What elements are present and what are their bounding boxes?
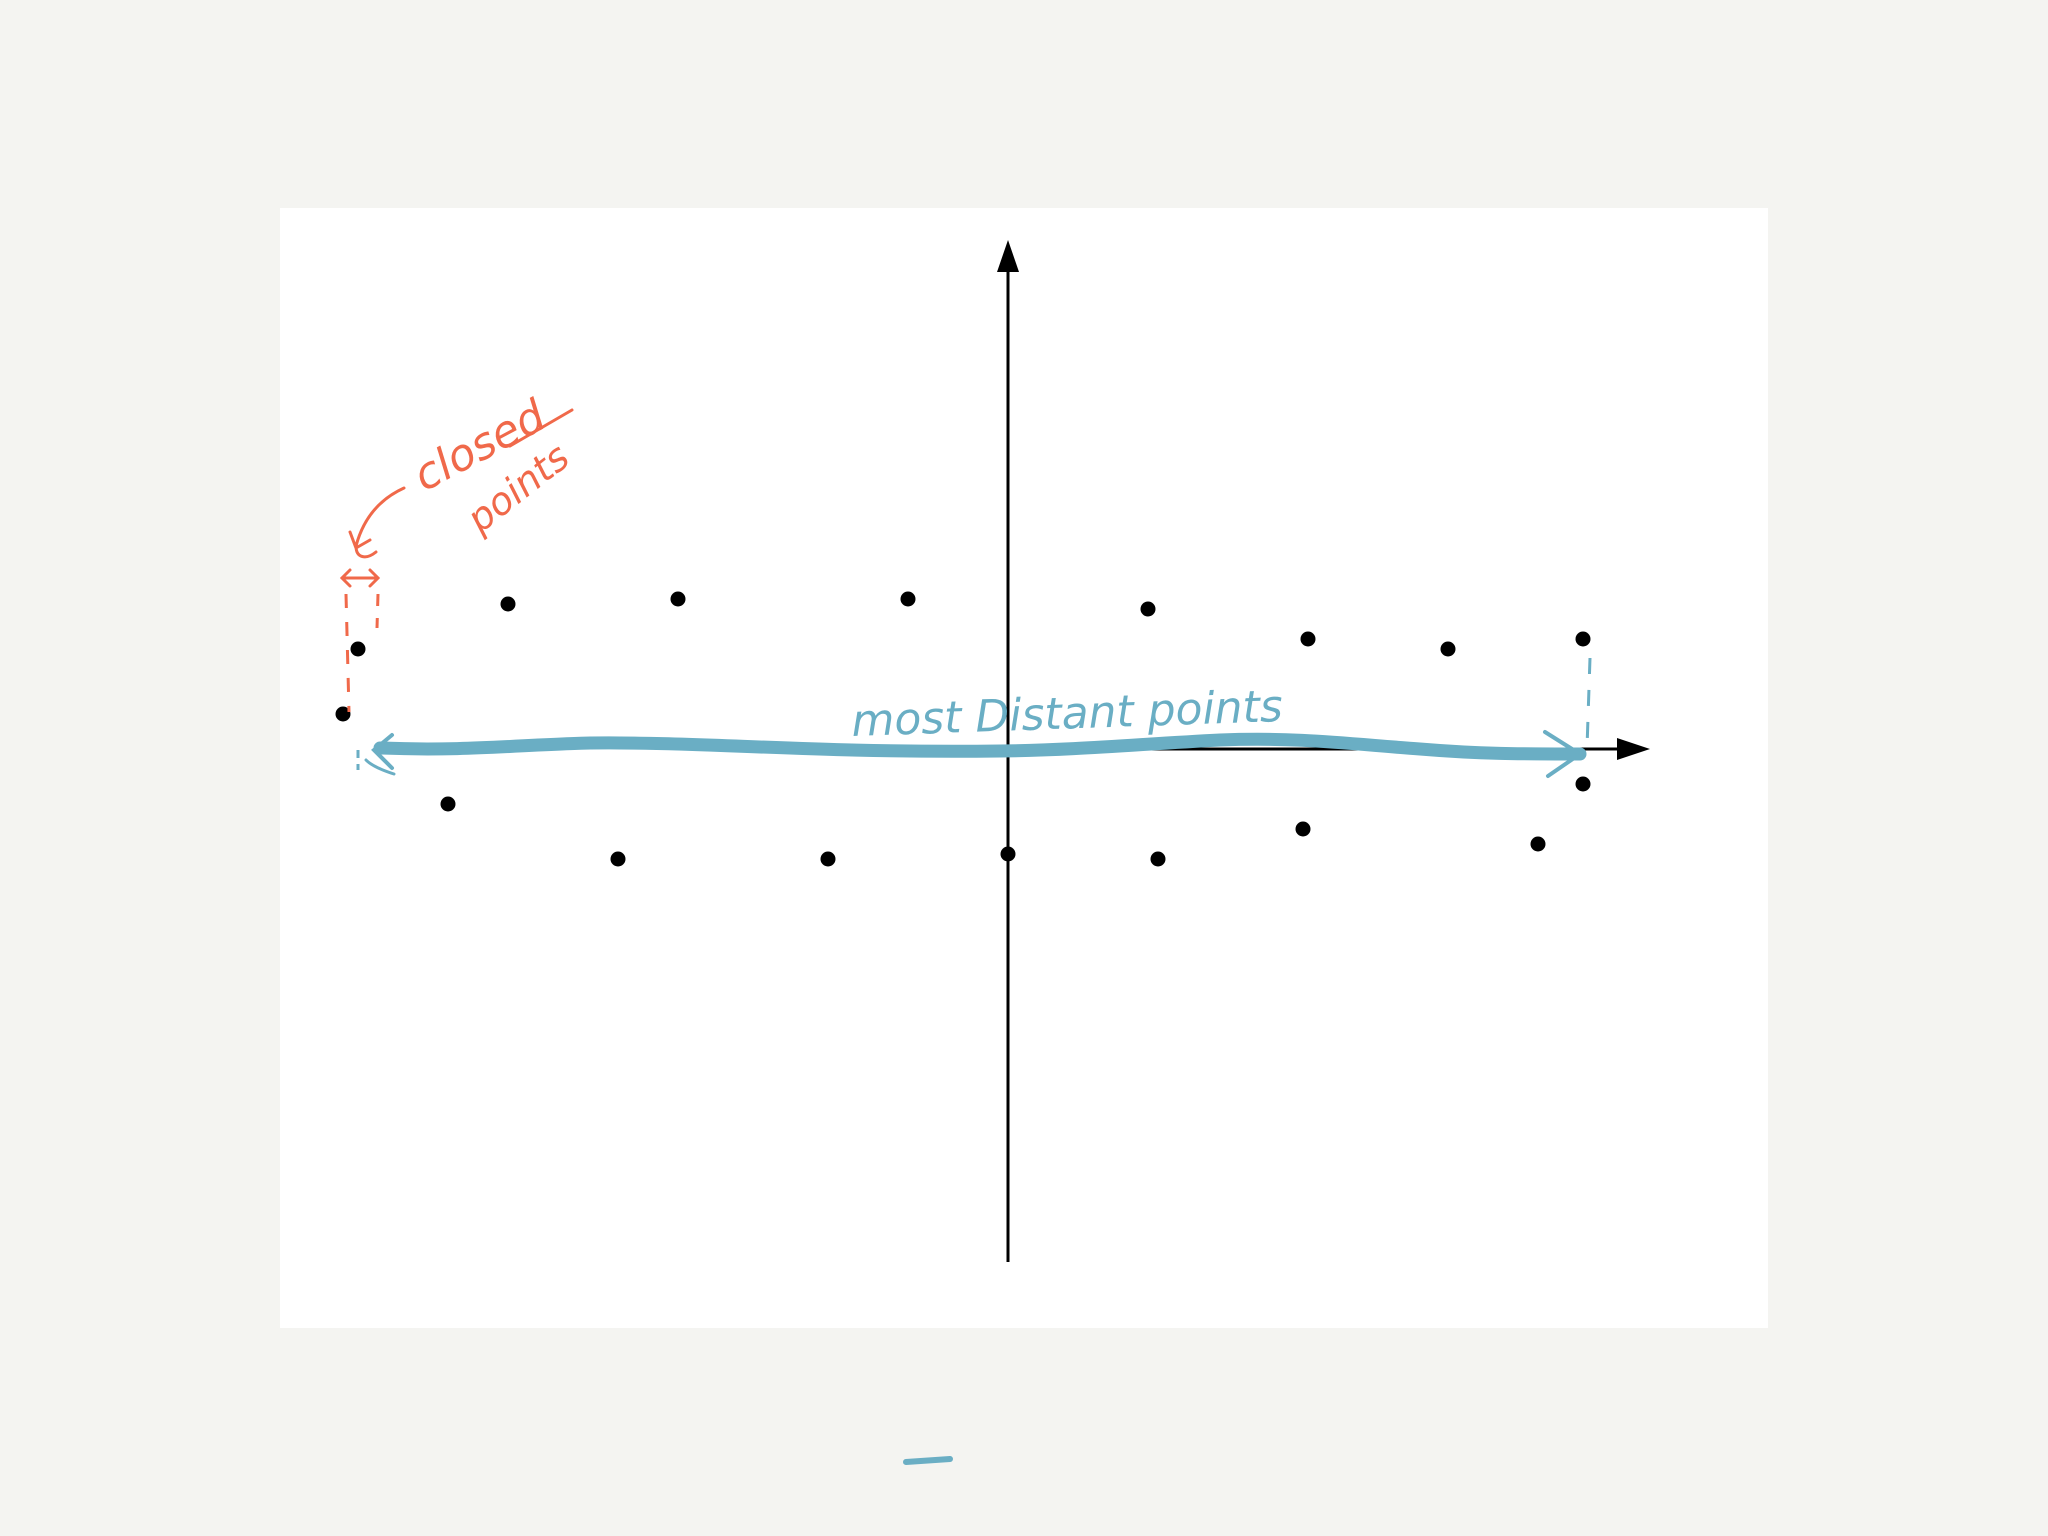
closest-gap-dashed-left bbox=[344, 593, 351, 713]
distant-dashed-right bbox=[1585, 657, 1592, 749]
data-point-8 bbox=[1440, 641, 1456, 657]
figure-sheet bbox=[280, 208, 1768, 1328]
data-point-2 bbox=[335, 706, 351, 722]
data-point-10 bbox=[440, 796, 456, 812]
data-point-15 bbox=[1295, 821, 1311, 837]
distant-left-bracket bbox=[364, 758, 396, 776]
x-axis-arrow-icon bbox=[1617, 738, 1650, 760]
data-point-13 bbox=[1000, 846, 1016, 862]
distant-arrowhead-left-icon bbox=[371, 733, 394, 770]
closest-callout-curved-arrow-icon bbox=[348, 486, 406, 559]
data-point-12 bbox=[820, 851, 836, 867]
data-point-9 bbox=[1575, 631, 1591, 647]
data-point-14 bbox=[1150, 851, 1166, 867]
data-point-11 bbox=[610, 851, 626, 867]
data-point-16 bbox=[1530, 836, 1546, 852]
stray-pen-stroke bbox=[903, 1456, 953, 1465]
closest-label-underline bbox=[508, 408, 574, 448]
distant-arrowhead-right-icon bbox=[1543, 730, 1584, 778]
closest-points-annotation: closed points bbox=[339, 390, 578, 713]
data-point-4 bbox=[670, 591, 686, 607]
data-point-7 bbox=[1300, 631, 1316, 647]
data-point-1 bbox=[350, 641, 366, 657]
points-layer bbox=[335, 591, 1591, 867]
closest-gap-dashed-right bbox=[375, 593, 380, 629]
data-point-6 bbox=[1140, 601, 1156, 617]
data-point-5 bbox=[900, 591, 916, 607]
data-point-17 bbox=[1575, 776, 1591, 792]
distant-points-annotation: most Distant points bbox=[356, 657, 1592, 778]
data-point-3 bbox=[500, 596, 516, 612]
y-axis-arrow-icon bbox=[997, 240, 1019, 272]
closest-gap-double-arrow-icon bbox=[339, 568, 381, 588]
distant-double-arrow-stroke bbox=[373, 732, 1587, 761]
